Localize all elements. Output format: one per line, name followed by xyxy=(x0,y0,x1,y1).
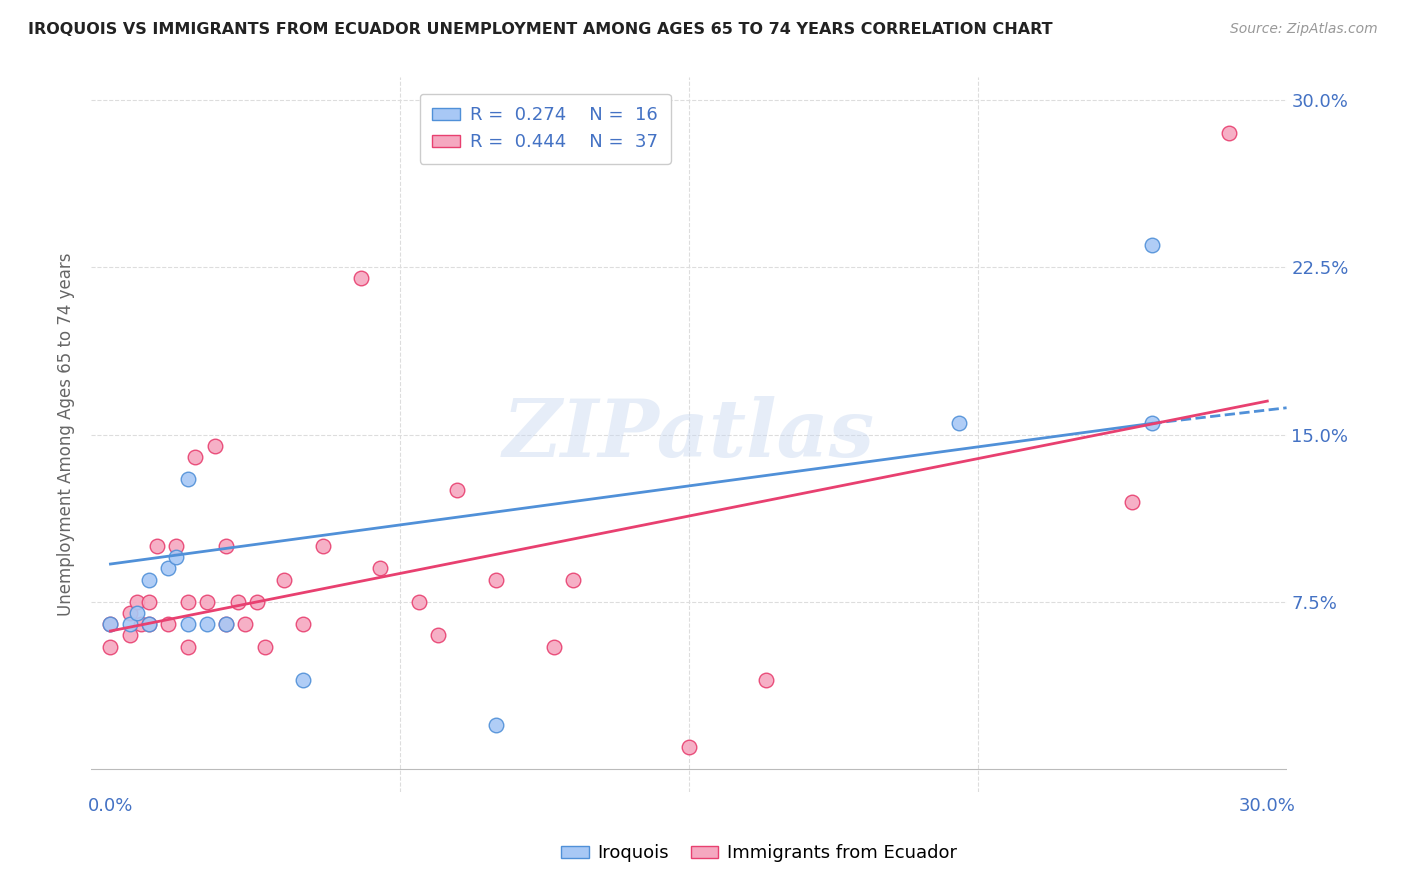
Point xyxy=(176,617,198,632)
Point xyxy=(485,573,508,587)
Point xyxy=(350,271,373,285)
Point xyxy=(176,472,198,486)
Text: ZIPatlas: ZIPatlas xyxy=(503,396,875,474)
Point xyxy=(215,539,238,553)
Point xyxy=(246,595,269,609)
Point xyxy=(311,539,333,553)
Point xyxy=(948,417,970,431)
Point xyxy=(100,617,122,632)
Point xyxy=(678,740,700,755)
Point xyxy=(543,640,565,654)
Point xyxy=(215,617,238,632)
Point xyxy=(562,573,585,587)
Point xyxy=(176,640,198,654)
Point xyxy=(446,483,468,498)
Point xyxy=(165,550,187,565)
Point xyxy=(1121,494,1143,508)
Point xyxy=(100,617,122,632)
Point xyxy=(370,561,392,575)
Point xyxy=(127,595,149,609)
Point xyxy=(1140,237,1163,252)
Point xyxy=(157,561,180,575)
Point xyxy=(157,617,180,632)
Legend: Iroquois, Immigrants from Ecuador: Iroquois, Immigrants from Ecuador xyxy=(554,838,965,870)
Point xyxy=(226,595,249,609)
Point xyxy=(127,606,149,620)
Point xyxy=(165,539,187,553)
Point xyxy=(195,617,218,632)
Point xyxy=(755,673,778,687)
Point xyxy=(138,573,160,587)
Text: IROQUOIS VS IMMIGRANTS FROM ECUADOR UNEMPLOYMENT AMONG AGES 65 TO 74 YEARS CORRE: IROQUOIS VS IMMIGRANTS FROM ECUADOR UNEM… xyxy=(28,22,1053,37)
Point xyxy=(195,595,218,609)
Legend: R =  0.274    N =  16, R =  0.444    N =  37: R = 0.274 N = 16, R = 0.444 N = 37 xyxy=(420,94,671,164)
Point xyxy=(138,595,160,609)
Point xyxy=(138,617,160,632)
Point xyxy=(138,617,160,632)
Point xyxy=(176,595,198,609)
Point xyxy=(204,439,226,453)
Point xyxy=(235,617,257,632)
Point xyxy=(118,606,141,620)
Point xyxy=(427,628,450,642)
Point xyxy=(118,628,141,642)
Point xyxy=(408,595,430,609)
Point xyxy=(184,450,207,464)
Point xyxy=(292,673,315,687)
Point xyxy=(273,573,295,587)
Point xyxy=(215,617,238,632)
Y-axis label: Unemployment Among Ages 65 to 74 years: Unemployment Among Ages 65 to 74 years xyxy=(58,252,75,616)
Point xyxy=(129,617,152,632)
Point xyxy=(118,617,141,632)
Point xyxy=(1140,417,1163,431)
Text: Source: ZipAtlas.com: Source: ZipAtlas.com xyxy=(1230,22,1378,37)
Point xyxy=(253,640,276,654)
Point xyxy=(292,617,315,632)
Point xyxy=(1218,126,1240,140)
Point xyxy=(145,539,167,553)
Point xyxy=(100,640,122,654)
Point xyxy=(485,717,508,731)
